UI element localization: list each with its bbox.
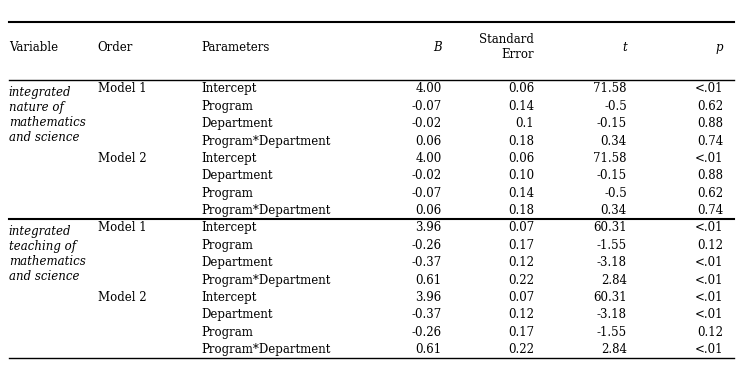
Text: -0.07: -0.07 xyxy=(412,100,442,113)
Text: 0.06: 0.06 xyxy=(508,82,534,95)
Text: Intercept: Intercept xyxy=(201,291,256,304)
Text: 0.17: 0.17 xyxy=(508,326,534,339)
Text: -0.26: -0.26 xyxy=(412,326,442,339)
Text: Program: Program xyxy=(201,326,253,339)
Text: 0.62: 0.62 xyxy=(697,187,723,200)
Text: Program*Department: Program*Department xyxy=(201,135,331,148)
Text: <.01: <.01 xyxy=(695,221,723,234)
Text: <.01: <.01 xyxy=(695,274,723,287)
Text: integrated
teaching of
mathematics
and science: integrated teaching of mathematics and s… xyxy=(9,225,85,283)
Text: <.01: <.01 xyxy=(695,343,723,356)
Text: 0.62: 0.62 xyxy=(697,100,723,113)
Text: -0.37: -0.37 xyxy=(412,308,442,321)
Text: Intercept: Intercept xyxy=(201,152,256,165)
Text: 0.10: 0.10 xyxy=(508,169,534,182)
Text: Program: Program xyxy=(201,239,253,252)
Text: Program*Department: Program*Department xyxy=(201,274,331,287)
Text: 0.17: 0.17 xyxy=(508,239,534,252)
Text: <.01: <.01 xyxy=(695,152,723,165)
Text: Department: Department xyxy=(201,308,273,321)
Text: Program: Program xyxy=(201,187,253,200)
Text: 0.12: 0.12 xyxy=(697,326,723,339)
Text: Order: Order xyxy=(97,41,133,54)
Text: 0.22: 0.22 xyxy=(508,343,534,356)
Text: -0.07: -0.07 xyxy=(412,187,442,200)
Text: <.01: <.01 xyxy=(695,82,723,95)
Text: 0.74: 0.74 xyxy=(697,204,723,217)
Text: 0.61: 0.61 xyxy=(415,343,442,356)
Text: Intercept: Intercept xyxy=(201,221,256,234)
Text: <.01: <.01 xyxy=(695,291,723,304)
Text: -0.15: -0.15 xyxy=(597,117,627,130)
Text: 0.34: 0.34 xyxy=(600,135,627,148)
Text: 0.61: 0.61 xyxy=(415,274,442,287)
Text: 0.07: 0.07 xyxy=(508,291,534,304)
Text: Model 1: Model 1 xyxy=(97,221,146,234)
Text: -1.55: -1.55 xyxy=(597,239,627,252)
Text: integrated
nature of
mathematics
and science: integrated nature of mathematics and sci… xyxy=(9,86,85,144)
Text: -0.15: -0.15 xyxy=(597,169,627,182)
Text: Department: Department xyxy=(201,117,273,130)
Text: 0.06: 0.06 xyxy=(508,152,534,165)
Text: 60.31: 60.31 xyxy=(593,291,627,304)
Text: 0.12: 0.12 xyxy=(697,239,723,252)
Text: 0.14: 0.14 xyxy=(508,100,534,113)
Text: Program*Department: Program*Department xyxy=(201,343,331,356)
Text: Model 2: Model 2 xyxy=(97,291,146,304)
Text: 0.34: 0.34 xyxy=(600,204,627,217)
Text: -3.18: -3.18 xyxy=(597,308,627,321)
Text: Department: Department xyxy=(201,169,273,182)
Text: t: t xyxy=(622,41,627,54)
Text: 0.1: 0.1 xyxy=(516,117,534,130)
Text: B: B xyxy=(433,41,442,54)
Text: 2.84: 2.84 xyxy=(601,343,627,356)
Text: -0.5: -0.5 xyxy=(604,187,627,200)
Text: <.01: <.01 xyxy=(695,256,723,269)
Text: Variable: Variable xyxy=(9,41,58,54)
Text: 0.18: 0.18 xyxy=(508,135,534,148)
Text: 0.88: 0.88 xyxy=(697,117,723,130)
Text: -0.26: -0.26 xyxy=(412,239,442,252)
Text: 3.96: 3.96 xyxy=(415,291,442,304)
Text: 71.58: 71.58 xyxy=(594,82,627,95)
Text: Program*Department: Program*Department xyxy=(201,204,331,217)
Text: 60.31: 60.31 xyxy=(593,221,627,234)
Text: 0.88: 0.88 xyxy=(697,169,723,182)
Text: -0.37: -0.37 xyxy=(412,256,442,269)
Text: 0.06: 0.06 xyxy=(415,204,442,217)
Text: 71.58: 71.58 xyxy=(594,152,627,165)
Text: Intercept: Intercept xyxy=(201,82,256,95)
Text: -0.02: -0.02 xyxy=(412,117,442,130)
Text: 0.22: 0.22 xyxy=(508,274,534,287)
Text: Model 1: Model 1 xyxy=(97,82,146,95)
Text: 0.07: 0.07 xyxy=(508,221,534,234)
Text: Department: Department xyxy=(201,256,273,269)
Text: Standard
Error: Standard Error xyxy=(479,33,534,61)
Text: <.01: <.01 xyxy=(695,308,723,321)
Text: Model 2: Model 2 xyxy=(97,152,146,165)
Text: 0.74: 0.74 xyxy=(697,135,723,148)
Text: Parameters: Parameters xyxy=(201,41,270,54)
Text: 3.96: 3.96 xyxy=(415,221,442,234)
Text: 2.84: 2.84 xyxy=(601,274,627,287)
Text: Program: Program xyxy=(201,100,253,113)
Text: 0.18: 0.18 xyxy=(508,204,534,217)
Text: -3.18: -3.18 xyxy=(597,256,627,269)
Text: 0.12: 0.12 xyxy=(508,308,534,321)
Text: 0.12: 0.12 xyxy=(508,256,534,269)
Text: -1.55: -1.55 xyxy=(597,326,627,339)
Text: -0.02: -0.02 xyxy=(412,169,442,182)
Text: 4.00: 4.00 xyxy=(415,82,442,95)
Text: -0.5: -0.5 xyxy=(604,100,627,113)
Text: 0.14: 0.14 xyxy=(508,187,534,200)
Text: 0.06: 0.06 xyxy=(415,135,442,148)
Text: 4.00: 4.00 xyxy=(415,152,442,165)
Text: p: p xyxy=(716,41,723,54)
